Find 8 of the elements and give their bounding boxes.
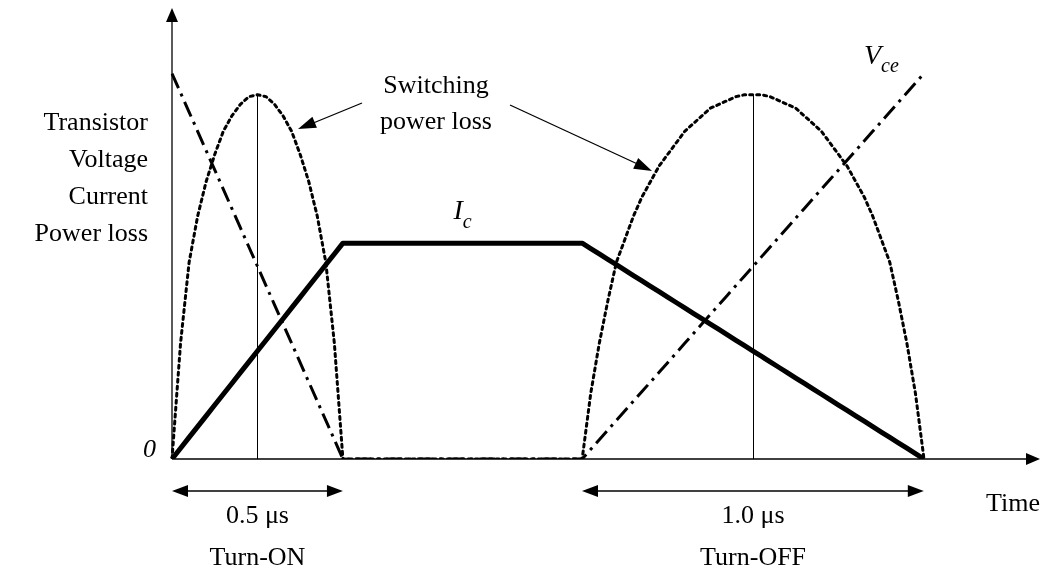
text: 0 (143, 434, 156, 463)
text: Turn-OFF (700, 542, 807, 571)
text: Turn-ON (209, 542, 306, 571)
text: 1.0 μs (721, 500, 785, 529)
text: 0.5 μs (225, 500, 289, 529)
y-axis-title: Transistor Voltage Current Power loss (34, 107, 149, 247)
annotation: Switching power loss (380, 70, 492, 135)
x-axis-title: Time (986, 488, 1041, 517)
